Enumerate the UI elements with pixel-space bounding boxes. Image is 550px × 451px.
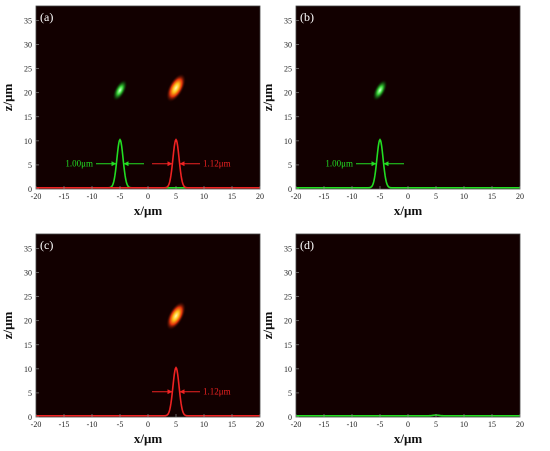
y-tick-label: 25 xyxy=(24,293,32,302)
y-tick-label: 10 xyxy=(24,137,32,146)
y-tick-label: 0 xyxy=(288,185,292,194)
x-tick-label: 5 xyxy=(174,192,178,201)
x-axis-label: x/μm xyxy=(394,203,422,218)
x-tick-label: -20 xyxy=(291,192,302,201)
y-tick-label: 20 xyxy=(24,89,32,98)
x-tick-label: 15 xyxy=(228,420,236,429)
red-focal-spot xyxy=(165,301,187,331)
y-tick-label: 10 xyxy=(284,365,292,374)
x-tick-label: 15 xyxy=(488,420,496,429)
x-tick-label: 5 xyxy=(434,420,438,429)
width-annotation: 1.00μm xyxy=(325,159,353,169)
panel-a: 1.00μm 1.12μm -20 -15 -10 -5 0 5 10 15 20 0 5 10 15 20 2… xyxy=(0,5,264,218)
width-annotation: 1.12μm xyxy=(203,387,231,397)
panel-d: -20 -15 -10 -5 0 5 10 15 20 0 5 10 15 20 25 30 35 x/μm z/μ… xyxy=(260,233,524,446)
y-tick-label: 15 xyxy=(24,341,32,350)
x-tick-label: -20 xyxy=(31,192,42,201)
y-tick-label: 5 xyxy=(288,389,292,398)
x-tick-label: 0 xyxy=(406,420,410,429)
x-tick-label: -10 xyxy=(347,192,358,201)
y-tick-label: 20 xyxy=(284,317,292,326)
x-tick-label: -15 xyxy=(59,420,70,429)
green-focal-spot xyxy=(372,79,388,102)
y-tick-label: 35 xyxy=(24,244,32,253)
y-axis-label: z/μm xyxy=(260,312,275,340)
panel-label: (c) xyxy=(40,238,53,252)
y-tick-label: 20 xyxy=(24,317,32,326)
panel-label: (a) xyxy=(40,10,53,24)
y-tick-label: 0 xyxy=(28,185,32,194)
y-tick-label: 35 xyxy=(284,16,292,25)
y-tick-label: 5 xyxy=(28,389,32,398)
panel-label: (b) xyxy=(300,10,314,24)
y-axis-label: z/μm xyxy=(0,84,15,112)
y-tick-label: 15 xyxy=(284,341,292,350)
x-tick-label: 20 xyxy=(516,192,524,201)
x-tick-label: 5 xyxy=(434,192,438,201)
x-tick-label: -5 xyxy=(377,192,384,201)
y-axis-label: z/μm xyxy=(0,312,15,340)
y-axis-label: z/μm xyxy=(260,84,275,112)
width-annotation: 1.00μm xyxy=(65,159,93,169)
x-axis-label: x/μm xyxy=(134,431,162,446)
x-tick-label: 5 xyxy=(174,420,178,429)
x-tick-label: -10 xyxy=(87,420,98,429)
x-tick-label: 10 xyxy=(200,192,208,201)
x-tick-label: -15 xyxy=(59,192,70,201)
y-tick-label: 5 xyxy=(288,161,292,170)
x-tick-label: 20 xyxy=(516,420,524,429)
x-tick-label: 10 xyxy=(460,420,468,429)
y-tick-label: 15 xyxy=(24,113,32,122)
panel-b: 1.00μm -20 -15 -10 -5 0 5 10 15 20 0 5 10 15 20 25 30 35 x… xyxy=(260,5,524,218)
y-tick-label: 10 xyxy=(284,137,292,146)
plot-background xyxy=(296,6,520,189)
x-tick-label: 20 xyxy=(256,192,264,201)
x-tick-label: -5 xyxy=(377,420,384,429)
x-tick-label: -5 xyxy=(117,420,124,429)
plot-background xyxy=(36,234,260,417)
x-tick-label: 15 xyxy=(488,192,496,201)
y-tick-label: 15 xyxy=(284,113,292,122)
x-tick-label: 10 xyxy=(200,420,208,429)
y-tick-label: 25 xyxy=(24,65,32,74)
y-tick-label: 25 xyxy=(284,65,292,74)
y-tick-label: 25 xyxy=(284,293,292,302)
x-axis-label: x/μm xyxy=(134,203,162,218)
plot-background xyxy=(36,6,260,189)
y-tick-label: 30 xyxy=(284,41,292,50)
plot-background xyxy=(296,234,520,417)
red-focal-spot xyxy=(165,73,187,103)
panel-label: (d) xyxy=(300,238,314,252)
y-tick-label: 30 xyxy=(24,41,32,50)
x-tick-label: 0 xyxy=(406,192,410,201)
x-tick-label: 20 xyxy=(256,420,264,429)
y-tick-label: 30 xyxy=(24,269,32,278)
y-tick-label: 20 xyxy=(284,89,292,98)
x-tick-label: 10 xyxy=(460,192,468,201)
x-tick-label: -15 xyxy=(319,420,330,429)
x-tick-label: -5 xyxy=(117,192,124,201)
width-annotation: 1.12μm xyxy=(203,159,231,169)
x-axis-label: x/μm xyxy=(394,431,422,446)
green-focal-spot xyxy=(112,79,128,102)
x-tick-label: 0 xyxy=(146,420,150,429)
panel-c: 1.12μm -20 -15 -10 -5 0 5 10 15 20 0 5 10 15 20 25 30 35 x… xyxy=(0,233,264,446)
x-tick-label: -20 xyxy=(291,420,302,429)
y-tick-label: 35 xyxy=(24,16,32,25)
x-tick-label: -15 xyxy=(319,192,330,201)
x-tick-label: -10 xyxy=(87,192,98,201)
y-tick-label: 0 xyxy=(288,413,292,422)
x-tick-label: 15 xyxy=(228,192,236,201)
y-tick-label: 10 xyxy=(24,365,32,374)
x-tick-label: 0 xyxy=(146,192,150,201)
x-tick-label: -20 xyxy=(31,420,42,429)
x-tick-label: -10 xyxy=(347,420,358,429)
y-tick-label: 30 xyxy=(284,269,292,278)
y-tick-label: 35 xyxy=(284,244,292,253)
y-tick-label: 0 xyxy=(28,413,32,422)
y-tick-label: 5 xyxy=(28,161,32,170)
